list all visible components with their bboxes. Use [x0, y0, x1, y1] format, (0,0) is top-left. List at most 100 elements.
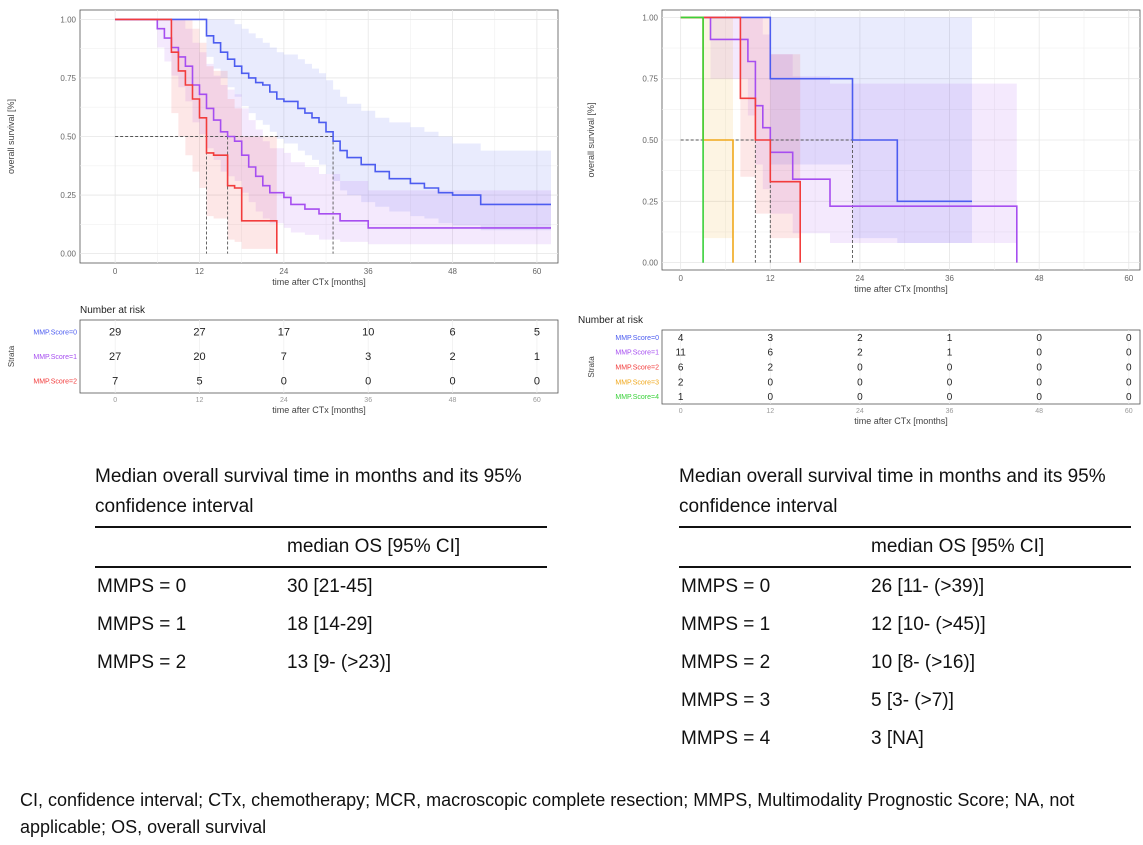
- risk-count: 2: [678, 377, 684, 388]
- x-tick-label: 0: [678, 274, 683, 283]
- survival-curve: [115, 18, 551, 229]
- risk-count: 29: [109, 327, 121, 339]
- median-table-left: Median overall survival time in months a…: [95, 462, 547, 682]
- risk-count: 6: [678, 363, 684, 374]
- row-value: 10 [8- (>16)]: [871, 652, 976, 673]
- risk-row-label: MMP.Score=0: [615, 335, 659, 342]
- risk-count: 2: [857, 333, 863, 344]
- risk-count: 0: [947, 392, 953, 403]
- risk-table: Number at risk MMP.Score=0 4 3 2 1 0 0 MMP.Score…: [578, 315, 1141, 426]
- risk-count: 0: [1126, 392, 1132, 403]
- risk-count: 0: [857, 363, 863, 374]
- risk-count: 2: [768, 363, 774, 374]
- risk-count: 27: [109, 351, 121, 363]
- risk-table-frame: [79, 319, 559, 394]
- series-layer: [680, 16, 1018, 263]
- risk-count: 3: [768, 333, 774, 344]
- y-tick-label: 0.25: [642, 197, 658, 206]
- risk-count: 0: [768, 377, 774, 388]
- risk-count: 0: [281, 375, 287, 387]
- risk-count: 6: [768, 348, 774, 359]
- x-tick-label: 48: [1035, 274, 1044, 283]
- risk-count: 0: [1036, 333, 1042, 344]
- risk-count: 11: [675, 348, 686, 359]
- x-tick-label: 24: [279, 267, 288, 276]
- table-row: MMPS = 2 13 [9- (>23)]: [95, 644, 547, 682]
- risk-count: 0: [1126, 377, 1132, 388]
- survival-curve: [680, 16, 1018, 263]
- x-tick-label: 12: [195, 267, 204, 276]
- survival-curve: [115, 18, 551, 206]
- y-tick-label: 0.25: [60, 191, 76, 200]
- risk-x-tick-label: 0: [113, 397, 117, 404]
- row-label: MMPS = 1: [681, 614, 771, 635]
- y-tick-label: 0.50: [642, 136, 658, 145]
- y-tick-label: 0.75: [60, 74, 76, 83]
- x-tick-label: 0: [113, 267, 118, 276]
- y-tick-label: 0.00: [60, 250, 76, 259]
- risk-count: 2: [857, 348, 863, 359]
- risk-count: 10: [362, 327, 374, 339]
- risk-row-label: MMP.Score=4: [615, 394, 659, 401]
- plot-area: 0 12 24 36 48 60 0.00 0.25 0.50 0.75 1.00 time afte…: [6, 9, 559, 287]
- y-axis-label: overall survival [%]: [586, 102, 596, 177]
- table-row: MMPS = 3 5 [3- (>7)]: [679, 682, 1131, 720]
- risk-count: 17: [278, 327, 290, 339]
- risk-count: 0: [947, 363, 953, 374]
- risk-count: 0: [1036, 363, 1042, 374]
- table-header-row: median OS [95% CI]: [95, 528, 547, 568]
- y-axis-label: overall survival [%]: [6, 99, 16, 174]
- x-tick-label: 60: [532, 267, 541, 276]
- risk-x-tick-label: 24: [856, 408, 864, 415]
- risk-count: 0: [1036, 377, 1042, 388]
- risk-x-tick-label: 36: [946, 408, 954, 415]
- risk-count: 4: [678, 333, 684, 344]
- x-tick-label: 36: [945, 274, 954, 283]
- risk-row-label: MMP.Score=0: [33, 330, 77, 337]
- strata-label: Strata: [7, 345, 16, 367]
- risk-count: 3: [365, 351, 371, 363]
- risk-count: 0: [857, 392, 863, 403]
- table-title: Median overall survival time in months a…: [95, 462, 547, 528]
- survival-curve: [680, 16, 801, 263]
- table-row: MMPS = 4 3 [NA]: [679, 720, 1131, 758]
- row-label: MMPS = 4: [681, 728, 771, 749]
- risk-count: 0: [1126, 348, 1132, 359]
- risk-x-tick-label: 36: [364, 397, 372, 404]
- risk-count: 1: [947, 348, 953, 359]
- table-title: Median overall survival time in months a…: [679, 462, 1131, 528]
- y-tick-label: 1.00: [60, 15, 76, 24]
- ci-band: [680, 17, 972, 244]
- risk-x-tick-label: 60: [1125, 408, 1133, 415]
- row-value: 12 [10- (>45)]: [871, 614, 986, 635]
- y-tick-label: 1.00: [642, 13, 658, 22]
- risk-count: 2: [449, 351, 455, 363]
- risk-count: 1: [947, 333, 953, 344]
- y-tick-label: 0.50: [60, 133, 76, 142]
- x-tick-label: 12: [766, 274, 775, 283]
- risk-x-tick-label: 12: [196, 397, 204, 404]
- risk-count: 0: [768, 392, 774, 403]
- risk-x-tick-label: 24: [280, 397, 288, 404]
- risk-row-label: MMP.Score=1: [615, 350, 659, 357]
- table-row: MMPS = 0 30 [21-45]: [95, 568, 547, 606]
- row-value: 18 [14-29]: [287, 614, 373, 635]
- risk-x-tick-label: 48: [1035, 408, 1043, 415]
- risk-count: 0: [534, 375, 540, 387]
- x-axis-label: time after CTx [months]: [854, 284, 948, 294]
- risk-count: 7: [281, 351, 287, 363]
- risk-table-title: Number at risk: [80, 305, 146, 316]
- risk-count: 1: [534, 351, 540, 363]
- risk-count: 0: [1036, 348, 1042, 359]
- y-tick-label: 0.00: [642, 259, 658, 268]
- table-row: MMPS = 2 10 [8- (>16)]: [679, 644, 1131, 682]
- footnote: CI, confidence interval; CTx, chemothera…: [20, 790, 1075, 837]
- table-row: MMPS = 1 18 [14-29]: [95, 606, 547, 644]
- risk-count: 0: [857, 377, 863, 388]
- x-tick-label: 24: [855, 274, 864, 283]
- risk-x-tick-label: 60: [533, 397, 541, 404]
- table-row: MMPS = 0 26 [11- (>39)]: [679, 568, 1131, 606]
